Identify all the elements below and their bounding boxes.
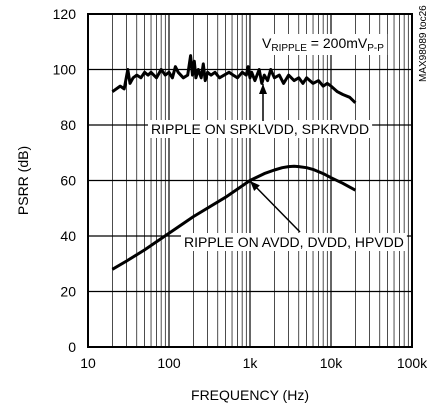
series-2-arrow-shaft — [249, 180, 301, 233]
x-tick-label: 100k — [397, 355, 428, 371]
tick-layer: 10 100 1k 10k 100k 0 20 40 60 80 100 120 — [53, 6, 429, 371]
figure-id-tag: MAX98089 toc26 — [418, 5, 429, 82]
series-2-label: RIPPLE ON AVDD, DVDD, HPVDD — [184, 234, 404, 250]
condition-prefix: V — [262, 35, 272, 51]
series-layer — [111, 54, 357, 271]
condition-value: = 200mV — [307, 35, 368, 51]
y-axis-title: PSRR (dB) — [15, 146, 31, 215]
series-line-1 — [111, 54, 357, 104]
condition-label-background — [259, 34, 388, 55]
condition-unit-subscript: P-P — [367, 43, 384, 54]
y-tick-label: 100 — [53, 62, 77, 78]
y-tick-label: 80 — [60, 117, 76, 133]
series-line-2 — [111, 164, 357, 271]
y-tick-label: 60 — [60, 173, 76, 189]
y-tick-label: 20 — [60, 284, 76, 300]
x-tick-label: 100 — [157, 355, 181, 371]
plot-frame — [87, 13, 413, 348]
y-tick-label: 120 — [53, 6, 77, 22]
series-2-arrow-head — [250, 181, 260, 191]
y-tick-label: 0 — [68, 339, 76, 355]
series-1-label-background — [148, 120, 373, 138]
x-tick-label: 1k — [243, 355, 259, 371]
ripple-condition-label: VRIPPLE = 200mVP-P — [262, 35, 384, 54]
series-1-label: RIPPLE ON SPKLVDD, SPKRVDD — [151, 121, 369, 137]
annotation-arrows — [249, 84, 301, 233]
series-2-label-background — [181, 233, 407, 251]
x-tick-label: 10 — [80, 355, 96, 371]
x-axis-title: FREQUENCY (Hz) — [191, 387, 309, 403]
condition-subscript: RIPPLE — [271, 43, 307, 54]
y-tick-label: 40 — [60, 228, 76, 244]
x-tick-label: 10k — [320, 355, 344, 371]
series-1-arrow-head — [259, 84, 267, 94]
